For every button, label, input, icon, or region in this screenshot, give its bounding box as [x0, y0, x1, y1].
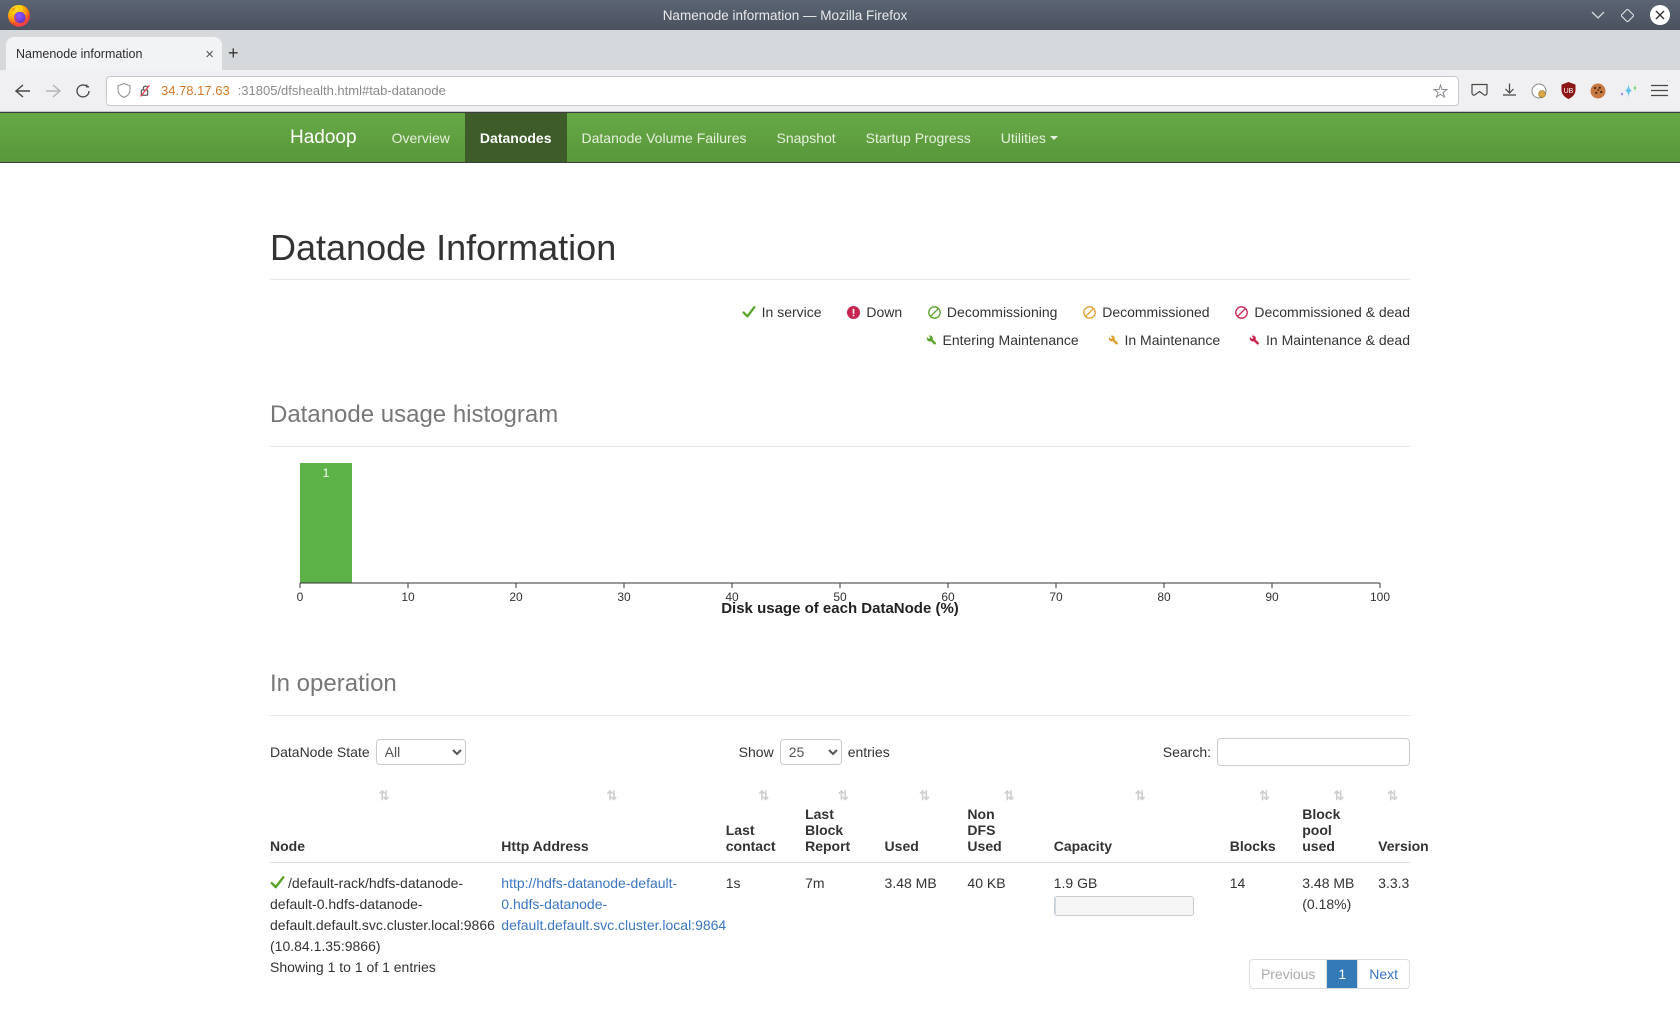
svg-text:UB: UB — [1564, 88, 1574, 95]
svg-text:70: 70 — [1049, 590, 1063, 604]
svg-text:Disk usage of each DataNode (%: Disk usage of each DataNode (%) — [721, 600, 959, 617]
svg-text:30: 30 — [617, 590, 631, 604]
svg-text:1: 1 — [323, 466, 330, 480]
svg-text:100: 100 — [1370, 590, 1390, 604]
svg-text:10: 10 — [401, 590, 415, 604]
svg-text:0: 0 — [297, 590, 304, 604]
svg-text:20: 20 — [509, 590, 523, 604]
svg-text:80: 80 — [1157, 590, 1171, 604]
svg-text:90: 90 — [1265, 590, 1279, 604]
